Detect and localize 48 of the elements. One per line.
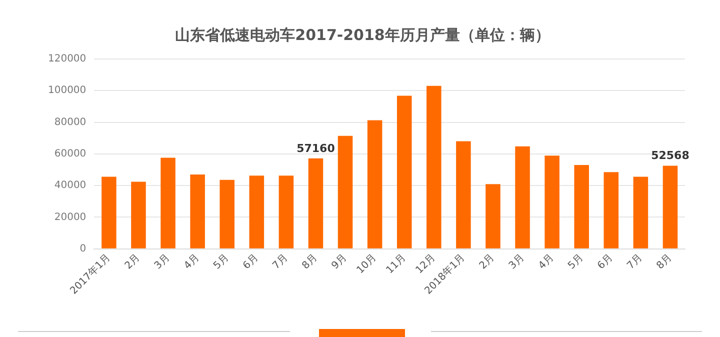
- data-label: 57160: [296, 142, 336, 155]
- bar: [456, 141, 471, 248]
- y-tick-label: 120000: [48, 54, 86, 65]
- x-tick-label: 7月: [270, 252, 290, 272]
- bar: [102, 176, 116, 248]
- bar: [426, 86, 442, 248]
- bar: [367, 120, 382, 248]
- bar: [633, 176, 648, 248]
- chart-title: 山东省低速电动车2017-2018年历月产量（单位：辆）: [175, 26, 550, 44]
- bar: [220, 180, 234, 248]
- x-tick-label: 5月: [212, 252, 232, 272]
- bar: [544, 156, 560, 248]
- bar: [160, 158, 176, 248]
- bar: [308, 158, 324, 248]
- y-tick-label: 80000: [54, 116, 86, 128]
- bar: [662, 166, 678, 248]
- x-tick-label: 5月: [566, 252, 586, 272]
- x-tick-label: 2月: [478, 252, 497, 272]
- y-tick-label: 20000: [54, 212, 86, 223]
- x-tick-label: 9月: [330, 252, 350, 272]
- x-tick-label: 4月: [182, 252, 202, 272]
- data-label: 52568: [651, 149, 690, 162]
- x-tick-label: 11月: [384, 252, 408, 276]
- y-tick-label: 0: [80, 243, 86, 254]
- x-tick-label: 2月: [123, 252, 142, 272]
- x-tick-label: 12月: [414, 252, 438, 276]
- x-tick-label: 3月: [152, 252, 172, 272]
- y-tick-label: 40000: [54, 180, 86, 192]
- bar: [486, 184, 500, 248]
- bar: [574, 165, 589, 248]
- y-tick-label: 60000: [54, 148, 86, 160]
- bar: [131, 182, 146, 248]
- x-tick-label: 4月: [536, 252, 556, 272]
- bar: [249, 176, 264, 248]
- x-tick-label: 8月: [300, 252, 320, 272]
- x-tick-label: 7月: [625, 252, 645, 272]
- bar: [190, 174, 205, 248]
- x-tick-label: 6月: [596, 252, 616, 272]
- x-tick-label: 6月: [241, 252, 261, 272]
- bar: [278, 176, 294, 248]
- bar: [396, 96, 412, 248]
- bar: [604, 172, 619, 248]
- x-tick-label: 3月: [507, 252, 526, 272]
- bar: [338, 136, 353, 248]
- y-tick-label: 100000: [48, 85, 86, 96]
- x-tick-label: 8月: [654, 252, 674, 272]
- x-tick-label: 10月: [354, 252, 379, 276]
- bar: [515, 146, 530, 248]
